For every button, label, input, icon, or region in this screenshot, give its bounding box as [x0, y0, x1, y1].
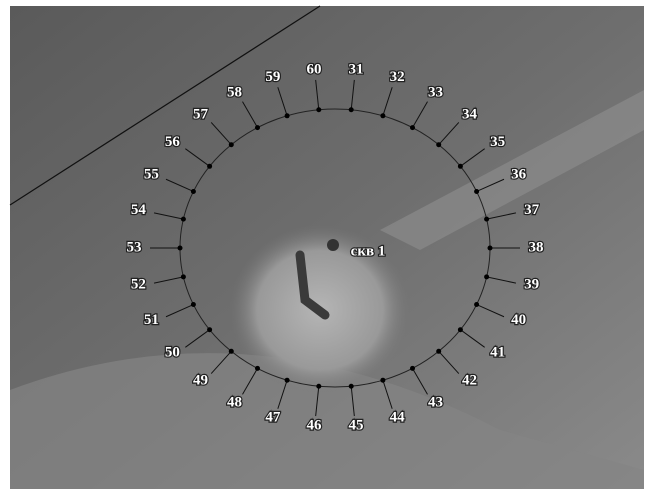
point-label: 44 [390, 410, 406, 426]
point-label: 52 [131, 277, 146, 293]
survey-point [190, 302, 196, 308]
point-label: 47 [265, 410, 281, 426]
survey-point [474, 188, 480, 194]
point-label: 33 [428, 84, 443, 100]
leader-line [486, 212, 517, 220]
leader-line [153, 276, 184, 284]
survey-point [487, 245, 493, 251]
point-label: 42 [462, 372, 477, 388]
point-label: 60 [306, 61, 321, 77]
survey-point [457, 163, 463, 169]
leader-line [315, 79, 320, 110]
survey-point [436, 142, 442, 148]
survey-point [348, 107, 354, 113]
survey-point [255, 125, 260, 131]
point-label: 36 [511, 167, 527, 183]
leader-line [210, 350, 232, 374]
point-label: 51 [144, 312, 159, 328]
survey-point [180, 274, 186, 280]
leader-line [350, 386, 355, 417]
point-label: 40 [511, 312, 526, 328]
point-label: 37 [524, 202, 540, 218]
survey-point [207, 163, 213, 169]
point-label: 55 [144, 167, 159, 183]
survey-point [228, 142, 234, 148]
survey-point [284, 113, 290, 119]
survey-point [410, 365, 415, 371]
point-label: 49 [193, 372, 208, 388]
boundary-line [9, 5, 321, 206]
leader-line [438, 350, 460, 374]
survey-point [316, 383, 322, 389]
survey-point [316, 107, 322, 113]
leader-line [242, 101, 258, 128]
leader-line [460, 329, 485, 348]
survey-point [255, 365, 260, 371]
leader-line [486, 276, 517, 284]
well-marker [327, 239, 339, 251]
point-label: 34 [462, 106, 478, 122]
survey-point [474, 302, 480, 308]
survey-points: 31 32 33 34 35 36 37 38 39 40 41 42 43 44 45 46 47 48 49 50… [125, 60, 544, 434]
survey-point [207, 327, 213, 333]
survey-point [457, 327, 463, 333]
leader-line [242, 368, 258, 395]
leader-line [165, 178, 194, 192]
leader-line [438, 122, 460, 146]
survey-point [410, 125, 415, 131]
leader-line [165, 304, 194, 318]
leader-line [185, 329, 210, 348]
survey-point [484, 216, 490, 222]
leader-line [277, 87, 288, 116]
leader-line [315, 386, 320, 417]
point-label: 56 [165, 134, 181, 150]
point-label: 58 [227, 84, 242, 100]
leader-line [460, 148, 485, 167]
survey-point [177, 245, 183, 251]
leader-line [412, 101, 428, 128]
point-label: 45 [349, 417, 364, 433]
survey-point [484, 274, 490, 280]
point-label: 59 [265, 69, 280, 85]
survey-point [228, 348, 234, 354]
point-label: 38 [529, 239, 544, 255]
leader-line [185, 148, 210, 167]
survey-point [190, 188, 196, 194]
leader-line [476, 178, 505, 192]
point-label: 53 [127, 239, 142, 255]
point-label: 57 [193, 106, 209, 122]
survey-point [284, 377, 290, 383]
point-label: 35 [490, 134, 505, 150]
leader-line [382, 87, 393, 116]
point-label: 48 [227, 394, 242, 410]
leader-line [382, 380, 393, 409]
survey-point [348, 383, 354, 389]
survey-point [380, 113, 386, 119]
leader-line [476, 304, 505, 318]
point-label: 46 [306, 417, 322, 433]
point-label: 43 [428, 394, 443, 410]
leader-line [277, 380, 288, 409]
leader-line [153, 212, 184, 220]
terrain [10, 353, 644, 489]
road [380, 90, 644, 250]
survey-point [436, 348, 442, 354]
point-label: 54 [131, 202, 147, 218]
point-label: 32 [390, 69, 405, 85]
survey-point [180, 216, 186, 222]
point-label: 41 [490, 345, 505, 361]
leader-line [210, 122, 232, 146]
well-label: скв 1 [351, 243, 386, 259]
survey-point [380, 377, 386, 383]
pit [295, 250, 330, 320]
leader-line [350, 79, 355, 110]
point-label: 39 [524, 277, 539, 293]
point-label: 50 [165, 345, 180, 361]
leader-line [412, 368, 428, 395]
point-label: 31 [349, 61, 364, 77]
